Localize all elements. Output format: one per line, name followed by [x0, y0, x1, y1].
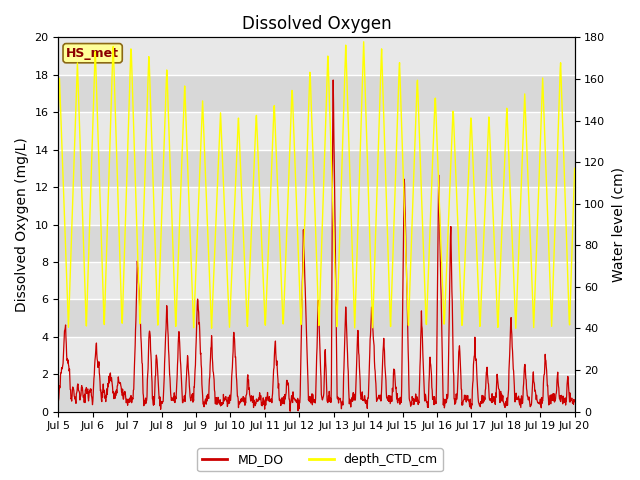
Bar	[58, 374, 575, 412]
Bar	[58, 150, 575, 187]
Text: HS_met: HS_met	[66, 47, 119, 60]
Bar	[58, 337, 575, 374]
Bar	[58, 112, 575, 150]
Bar	[58, 225, 575, 262]
Y-axis label: Dissolved Oxygen (mg/L): Dissolved Oxygen (mg/L)	[15, 137, 29, 312]
Bar	[58, 187, 575, 225]
Y-axis label: Water level (cm): Water level (cm)	[611, 167, 625, 282]
Title: Dissolved Oxygen: Dissolved Oxygen	[242, 15, 391, 33]
Legend: MD_DO, depth_CTD_cm: MD_DO, depth_CTD_cm	[197, 448, 443, 471]
Bar	[58, 75, 575, 112]
Bar	[58, 37, 575, 75]
Bar	[58, 262, 575, 300]
Bar	[58, 300, 575, 337]
